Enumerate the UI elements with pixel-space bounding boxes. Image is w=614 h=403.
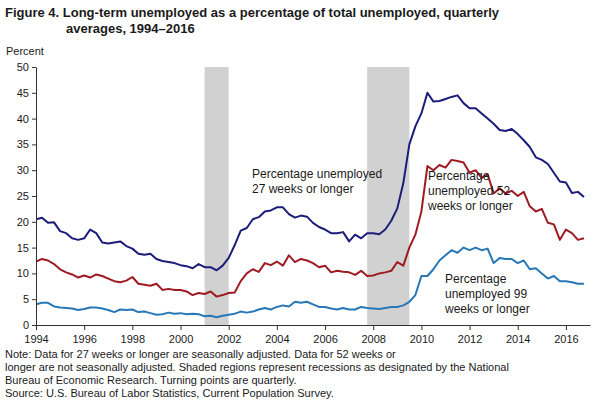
series-label: Percentage unemployed (252, 167, 382, 181)
tick-mark (36, 325, 37, 330)
title: Figure 4. Long-term unemployed as a perc… (5, 5, 500, 20)
tick-mark (32, 170, 36, 171)
tick-label: 25 (17, 190, 29, 202)
tick-label: 1996 (72, 333, 96, 345)
tick-label: 40 (17, 113, 29, 125)
series-label: Percentage (445, 272, 507, 286)
tick-label: 2010 (410, 333, 434, 345)
series-label: 27 weeks or longer (252, 182, 353, 196)
note: Note: Data for 27 weeks or longer are se… (5, 348, 396, 360)
tick: 2010 (410, 325, 434, 345)
tick-label: 10 (17, 267, 29, 279)
note: longer are not seasonally adjusted. Shad… (5, 361, 509, 373)
tick-label: 2004 (265, 333, 289, 345)
tick-label: 35 (17, 138, 29, 150)
tick: 1994 (24, 325, 48, 345)
tick-mark (32, 119, 36, 120)
tick-label: 1998 (121, 333, 145, 345)
tick-mark (421, 325, 422, 330)
series-label: weeks or longer (427, 199, 513, 213)
tick-label: 1994 (24, 333, 48, 345)
tick: 2008 (361, 325, 385, 345)
tick-label: 2008 (361, 333, 385, 345)
tick-label: 5 (23, 293, 29, 305)
tick-label: 2002 (217, 333, 241, 345)
tick: 20 (17, 216, 36, 228)
tick-mark (181, 325, 182, 330)
title: averages, 1994–2016 (66, 21, 195, 36)
tick-mark (325, 325, 326, 330)
tick: 40 (17, 113, 36, 125)
series-line (36, 248, 584, 318)
tick: 25 (17, 190, 36, 202)
tick: 45 (17, 87, 36, 99)
tick: 1996 (72, 325, 96, 345)
tick: 2000 (169, 325, 193, 345)
y-axis: 0 5 10 15 20 25 30 35 40 45 50 (17, 61, 37, 331)
series-label: Percentage (428, 169, 490, 183)
recession-band (367, 67, 409, 325)
source: Source: U.S. Bureau of Labor Statistics,… (5, 387, 334, 399)
recession-band (205, 67, 229, 325)
tick: 50 (17, 61, 36, 73)
series-label: weeks or longer (444, 302, 530, 316)
tick-label: 2006 (313, 333, 337, 345)
tick: 5 (23, 293, 36, 305)
tick-mark (229, 325, 230, 330)
tick-mark (32, 196, 36, 197)
tick-label: 2012 (458, 333, 482, 345)
tick: 2012 (458, 325, 482, 345)
tick-mark (32, 248, 36, 249)
tick: 2002 (217, 325, 241, 345)
tick: 2016 (554, 325, 578, 345)
tick: 15 (17, 242, 36, 254)
tick: 35 (17, 138, 36, 150)
series-line (36, 160, 584, 297)
tick-label: 50 (17, 61, 29, 73)
tick: 2004 (265, 325, 289, 345)
plot-area (36, 67, 584, 325)
tick-mark (132, 325, 133, 330)
series-label: unemployed 99 (445, 287, 527, 301)
y-axis-label: Percent (6, 45, 44, 57)
tick-mark (32, 93, 36, 94)
tick-mark (32, 325, 36, 326)
tick-label: 2000 (169, 333, 193, 345)
tick-mark (566, 325, 567, 330)
tick: 10 (17, 267, 36, 279)
tick: 1998 (121, 325, 145, 345)
series-label: unemployed 52 (428, 184, 510, 198)
tick-mark (32, 299, 36, 300)
tick-mark (32, 222, 36, 223)
tick-label: 30 (17, 164, 29, 176)
note: Bureau of Economic Research. Turning poi… (5, 374, 296, 386)
tick-mark (84, 325, 85, 330)
tick-label: 0 (23, 319, 29, 331)
tick-label: 15 (17, 242, 29, 254)
series-line (36, 93, 584, 271)
tick-mark (470, 325, 471, 330)
tick-label: 45 (17, 87, 29, 99)
tick: 2014 (506, 325, 530, 345)
chart: Figure 4. Long-term unemployed as a perc… (0, 0, 614, 403)
tick: 2006 (313, 325, 337, 345)
tick-mark (32, 67, 36, 68)
axis-line (37, 325, 591, 326)
tick-mark (32, 144, 36, 145)
tick-mark (32, 273, 36, 274)
tick: 0 (23, 319, 36, 331)
tick-label: 2014 (506, 333, 530, 345)
x-axis: 1994 1996 1998 2000 2002 2004 2006 2008 2010 2012… (24, 325, 590, 345)
tick-mark (373, 325, 374, 330)
tick-mark (518, 325, 519, 330)
tick-mark (277, 325, 278, 330)
tick: 30 (17, 164, 36, 176)
axis-line (36, 68, 37, 326)
tick-label: 2016 (554, 333, 578, 345)
tick-label: 20 (17, 216, 29, 228)
